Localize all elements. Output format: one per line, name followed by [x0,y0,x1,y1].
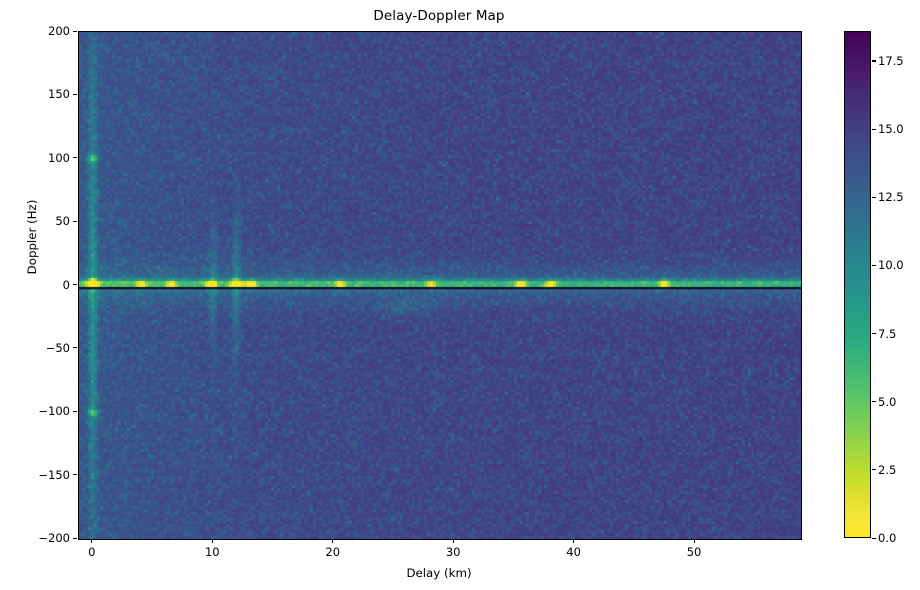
colorbar-tick-mark [872,401,876,403]
x-tick-mark [211,539,213,543]
x-tick-mark [452,539,454,543]
colorbar-gradient [844,31,871,538]
colorbar-tick-mark [872,264,876,266]
x-tick-label: 0 [88,545,96,559]
y-tick-mark [73,474,77,476]
colorbar-tick-label: 0.0 [878,531,897,545]
y-tick-label: −150 [38,467,70,482]
colorbar-tick-mark [872,333,876,335]
colorbar[interactable] [844,31,871,538]
x-tick-mark [693,539,695,543]
y-tick-label: −200 [38,531,70,545]
y-tick-mark [73,284,77,286]
y-tick-mark [73,93,77,95]
y-tick-label: 150 [48,87,70,102]
x-tick-label: 30 [445,545,461,559]
y-tick-label: 100 [48,150,70,165]
y-tick-label: 50 [55,214,70,229]
x-tick-mark [91,539,93,543]
delay-doppler-heatmap[interactable] [79,32,801,539]
y-tick-label: −50 [45,340,70,355]
colorbar-tick-label: 15.0 [878,122,904,137]
x-tick-label: 10 [204,545,220,559]
colorbar-tick-mark [872,469,876,471]
y-tick-mark [73,537,77,539]
page-title: Delay-Doppler Map [373,8,505,24]
colorbar-tick-label: 5.0 [878,394,897,409]
x-tick-mark [573,539,575,543]
colorbar-tick-mark [872,60,876,62]
colorbar-tick-mark [872,537,876,539]
y-tick-label: −100 [38,404,70,419]
y-tick-mark [73,220,77,222]
y-tick-mark [73,157,77,159]
y-tick-label: 200 [48,24,70,38]
colorbar-tick-label: 7.5 [878,326,897,341]
colorbar-tick-label: 2.5 [878,462,897,477]
y-tick-mark [73,347,77,349]
x-tick-label: 50 [686,545,702,559]
colorbar-tick-label: 10.0 [878,258,904,273]
x-tick-label: 40 [566,545,581,559]
x-tick-mark [332,539,334,543]
colorbar-tick-label: 12.5 [878,190,904,205]
heatmap-plot-area[interactable] [78,31,802,540]
x-tick-label: 20 [325,545,341,559]
y-tick-mark [73,30,77,32]
colorbar-tick-mark [872,128,876,130]
y-axis-label: Doppler (Hz) [25,199,39,275]
colorbar-tick-mark [872,196,876,198]
x-axis-label: Delay (km) [406,566,472,580]
y-tick-label: 0 [62,277,70,292]
colorbar-tick-label: 17.5 [878,53,904,68]
y-tick-mark [73,410,77,412]
